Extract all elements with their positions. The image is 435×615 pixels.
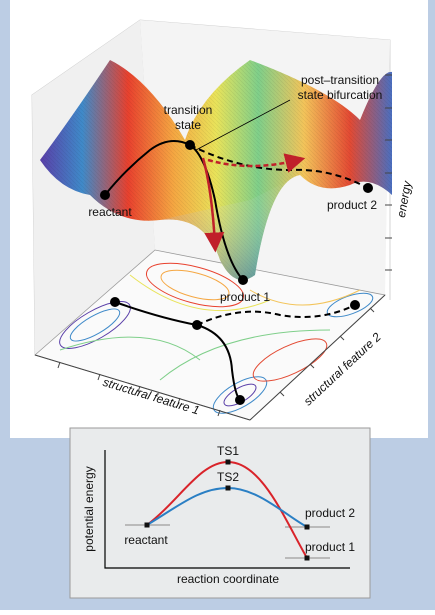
- floor-path-dashed: [196, 304, 356, 326]
- transition-state-label: state: [175, 118, 201, 132]
- product1-label: product 1: [220, 290, 270, 304]
- leader-line: [195, 99, 291, 151]
- ts2-label: TS2: [217, 470, 239, 484]
- reactant-label: reactant: [88, 205, 132, 219]
- red-arrow-dashed: [207, 153, 306, 173]
- bifurcation-label: state bifurcation: [298, 88, 383, 102]
- red-arrow: [201, 157, 225, 253]
- feature-ticks: [34, 294, 386, 421]
- inset-x-label: reaction coordinate: [177, 572, 279, 586]
- surface-shade: [160, 175, 300, 280]
- inset-points: [144, 459, 310, 561]
- energy-ticks: [385, 74, 392, 271]
- floor-path: [114, 301, 241, 401]
- inset-product1-label: product 1: [305, 540, 355, 554]
- product2-label: product 2: [327, 198, 377, 212]
- ts1-label: TS1: [217, 444, 239, 458]
- floor-points: [110, 297, 360, 405]
- inset-product2-label: product 2: [305, 506, 355, 520]
- inset-axes: [104, 450, 350, 569]
- contours: [59, 262, 374, 414]
- inset-y-label: potential energy: [82, 466, 96, 551]
- bifurcation-label: post–transition: [301, 73, 379, 87]
- surface-mesh: [40, 60, 392, 280]
- surface-points: [100, 140, 373, 285]
- inset-box: [69, 427, 371, 599]
- inset-reactant-label: reactant: [124, 533, 168, 547]
- transition-state-label: transition: [164, 103, 213, 117]
- energy-axis-label: energy: [394, 179, 414, 219]
